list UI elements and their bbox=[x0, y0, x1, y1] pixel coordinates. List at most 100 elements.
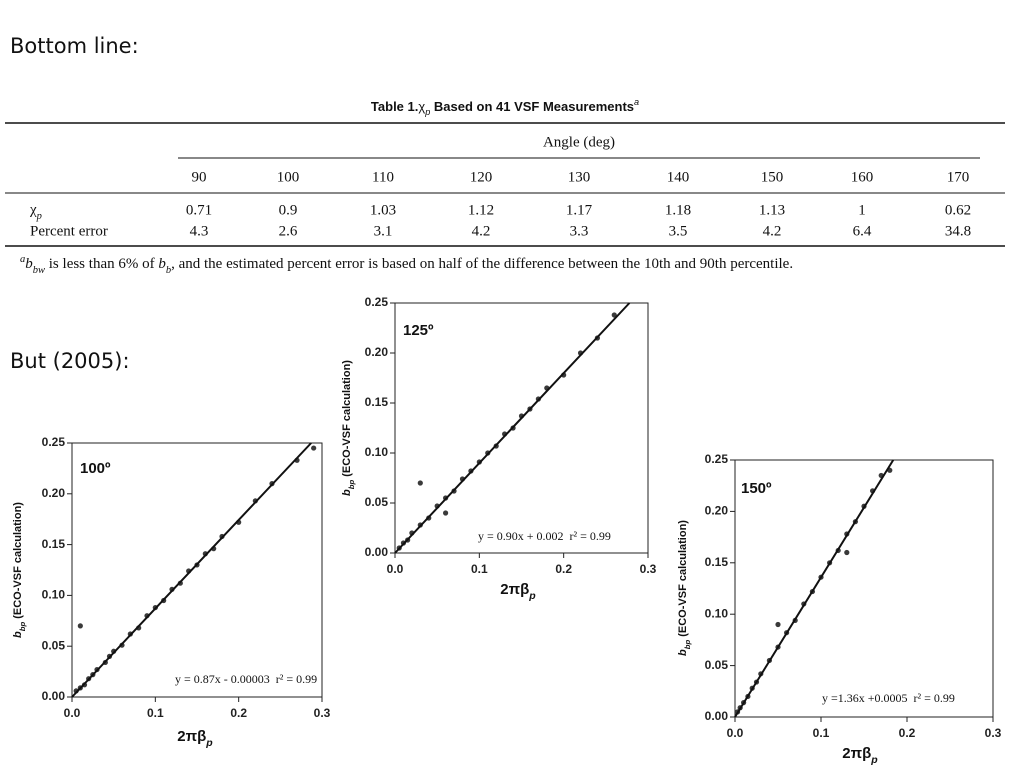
text-part: Table 1. bbox=[371, 99, 418, 114]
cell: 1.17 bbox=[566, 202, 593, 218]
row-label: Percent error bbox=[30, 223, 108, 239]
cell: 4.2 bbox=[763, 223, 782, 239]
text-part: p bbox=[870, 754, 878, 766]
heading: But (2005): bbox=[10, 349, 130, 373]
column-header: 90 bbox=[192, 169, 207, 185]
text-part: b bbox=[677, 649, 689, 656]
y-tick-label: 0.15 bbox=[705, 555, 729, 569]
y-axis-label: bbp (ECO-VSF calculation) bbox=[677, 520, 692, 656]
point bbox=[611, 312, 617, 318]
plot-frame bbox=[71, 442, 323, 698]
x-tick-label: 0.3 bbox=[985, 726, 1002, 740]
x-tick-label: 0.0 bbox=[64, 706, 81, 720]
y-tick-label: 0.10 bbox=[365, 445, 389, 459]
point bbox=[844, 549, 850, 556]
text-part: b bbox=[166, 265, 171, 276]
heading: Bottom line: bbox=[10, 34, 139, 58]
x-tick-label: 0.1 bbox=[471, 562, 488, 576]
column-header: 130 bbox=[568, 169, 591, 185]
cell: 1.03 bbox=[370, 202, 396, 218]
cell: 1 bbox=[858, 202, 866, 218]
column-header: 140 bbox=[667, 169, 690, 185]
x-tick-label: 0.3 bbox=[640, 562, 657, 576]
footnote: abbw is less than 6% of bb, and the esti… bbox=[20, 254, 793, 276]
point bbox=[417, 480, 423, 486]
y-tick-label: 0.05 bbox=[42, 638, 66, 652]
column-header: 100 bbox=[277, 169, 300, 185]
y-tick-label: 0.10 bbox=[705, 606, 729, 620]
column-header: 110 bbox=[372, 169, 394, 185]
text-part: bp bbox=[347, 480, 356, 490]
text-part: bw bbox=[33, 265, 45, 276]
cell: 0.62 bbox=[945, 202, 971, 218]
plot-frame bbox=[394, 302, 649, 554]
text-part: bp bbox=[18, 622, 27, 632]
text-part: b bbox=[341, 489, 353, 496]
point bbox=[775, 621, 781, 628]
x-tick-label: 0.2 bbox=[555, 562, 572, 576]
cell: 1.12 bbox=[468, 202, 494, 218]
y-tick-label: 0.15 bbox=[42, 537, 66, 551]
y-tick-label: 0.05 bbox=[705, 658, 729, 672]
panel-label: 100º bbox=[80, 460, 111, 477]
y-tick-label: 0.20 bbox=[42, 486, 66, 500]
text-part: p bbox=[424, 107, 430, 117]
cell: 1.13 bbox=[759, 202, 785, 218]
x-axis-label: 2πβp bbox=[842, 745, 878, 766]
text-part: b bbox=[158, 256, 166, 272]
x-tick-label: 0.1 bbox=[813, 726, 830, 740]
cell: 3.3 bbox=[570, 223, 589, 239]
annotation: y = 0.87x - 0.00003 r² = 0.99 bbox=[175, 672, 317, 686]
point bbox=[443, 510, 449, 516]
text-part: p bbox=[528, 590, 536, 602]
x-axis-label: 2πβp bbox=[500, 581, 536, 602]
text-part: b bbox=[12, 631, 24, 638]
x-tick-label: 0.0 bbox=[727, 726, 744, 740]
y-tick-label: 0.10 bbox=[42, 588, 66, 602]
cell: 2.6 bbox=[279, 223, 298, 239]
panel-label: 125º bbox=[403, 322, 434, 339]
panel-label: 150º bbox=[741, 480, 772, 497]
y-axis-label: bbp (ECO-VSF calculation) bbox=[341, 360, 356, 496]
fit-line bbox=[71, 442, 312, 698]
point bbox=[311, 445, 317, 451]
row-label: χp bbox=[29, 202, 42, 221]
column-header: 160 bbox=[851, 169, 874, 185]
table-title: Table 1.χp Based on 41 VSF Measurementsa bbox=[371, 97, 639, 117]
annotation: y = 0.90x + 0.002 r² = 0.99 bbox=[478, 529, 611, 543]
cell: 0.71 bbox=[186, 202, 212, 218]
column-header: 150 bbox=[761, 169, 784, 185]
text-part: 2πβ bbox=[177, 728, 206, 745]
annotation: y =1.36x +0.0005 r² = 0.99 bbox=[822, 691, 955, 705]
text-part: a bbox=[20, 254, 25, 265]
y-tick-label: 0.20 bbox=[705, 504, 729, 518]
column-header: 170 bbox=[947, 169, 970, 185]
text-part: χ bbox=[29, 202, 37, 218]
x-tick-label: 0.3 bbox=[314, 706, 331, 720]
text-part: (ECO-VSF calculation) bbox=[12, 502, 24, 622]
text-part: (ECO-VSF calculation) bbox=[341, 360, 353, 480]
x-tick-label: 0.0 bbox=[387, 562, 404, 576]
cell: 1.18 bbox=[665, 202, 691, 218]
cell: 4.2 bbox=[472, 223, 491, 239]
y-tick-label: 0.25 bbox=[42, 435, 66, 449]
y-tick-label: 0.20 bbox=[365, 345, 389, 359]
text-part: p bbox=[205, 737, 213, 749]
x-axis-label: 2πβp bbox=[177, 728, 213, 749]
point bbox=[77, 623, 83, 629]
cell: 34.8 bbox=[945, 223, 971, 239]
text-part: (ECO-VSF calculation) bbox=[677, 520, 689, 640]
y-tick-label: 0.00 bbox=[42, 689, 66, 703]
column-header: 120 bbox=[470, 169, 493, 185]
text-part: a bbox=[634, 97, 639, 107]
y-tick-label: 0.05 bbox=[365, 495, 389, 509]
y-axis-label: bbp (ECO-VSF calculation) bbox=[12, 502, 27, 638]
cell: 0.9 bbox=[279, 202, 298, 218]
cell: 3.5 bbox=[669, 223, 688, 239]
cell: 6.4 bbox=[853, 223, 872, 239]
x-tick-label: 0.2 bbox=[230, 706, 247, 720]
y-tick-label: 0.15 bbox=[365, 395, 389, 409]
x-tick-label: 0.2 bbox=[899, 726, 916, 740]
fit-line bbox=[734, 459, 895, 718]
